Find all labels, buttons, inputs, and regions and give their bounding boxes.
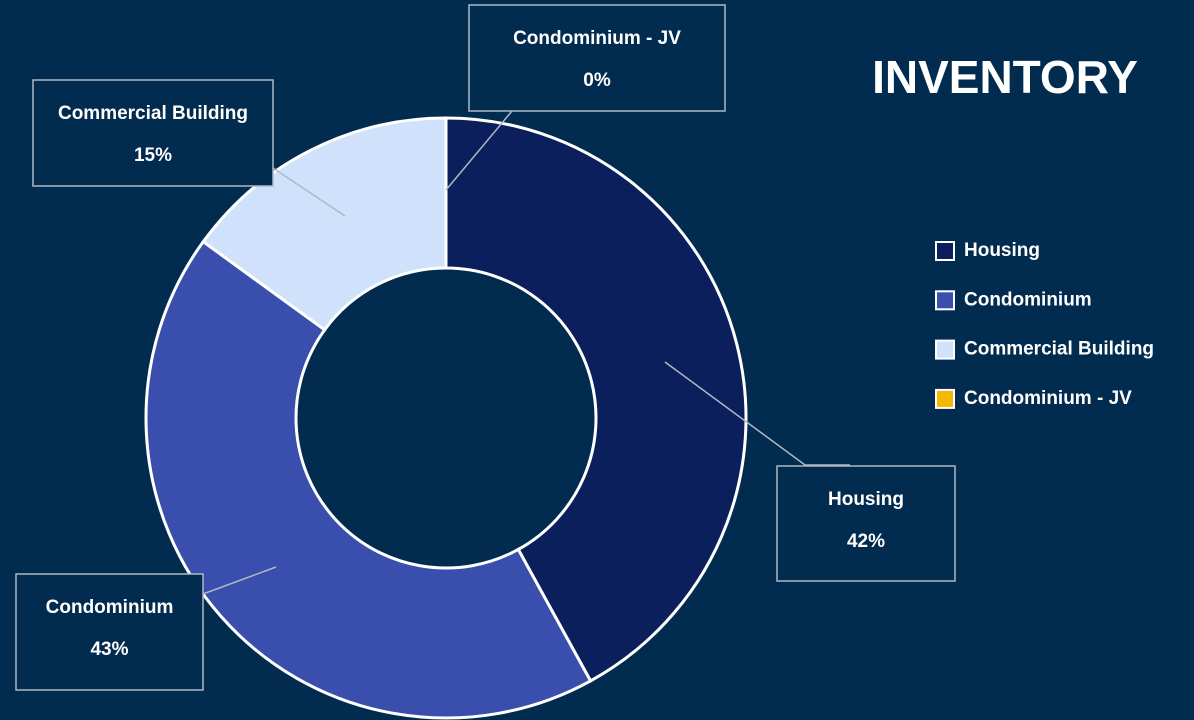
leader-line <box>272 167 346 217</box>
callout-name: Condominium - JV <box>513 28 681 49</box>
legend-swatch <box>935 388 955 409</box>
callout-value: 0% <box>583 70 611 91</box>
callout-name: Condominium <box>46 597 174 618</box>
callout-box <box>468 4 726 112</box>
leader-line <box>202 566 277 595</box>
legend-label: Housing <box>964 240 1040 261</box>
legend-swatch <box>935 339 955 360</box>
chart-title: INVENTORY <box>872 51 1138 103</box>
leader-line <box>445 110 513 191</box>
callout-box <box>32 79 274 187</box>
legend-label: Condominium - JV <box>964 388 1132 409</box>
callout-value: 15% <box>134 145 172 166</box>
callout-box <box>15 573 204 691</box>
callout-name: Commercial Building <box>58 103 248 124</box>
callout-box <box>776 465 956 582</box>
legend-label: Condominium <box>964 289 1092 310</box>
callout-name: Housing <box>828 489 904 510</box>
callout-value: 42% <box>847 531 885 552</box>
slice <box>144 239 593 720</box>
callout-value: 43% <box>90 639 128 660</box>
leader-line <box>664 361 850 466</box>
legend-label: Commercial Building <box>964 339 1154 360</box>
legend-swatch <box>935 290 955 311</box>
legend-swatch <box>935 241 955 261</box>
slice <box>444 116 748 683</box>
